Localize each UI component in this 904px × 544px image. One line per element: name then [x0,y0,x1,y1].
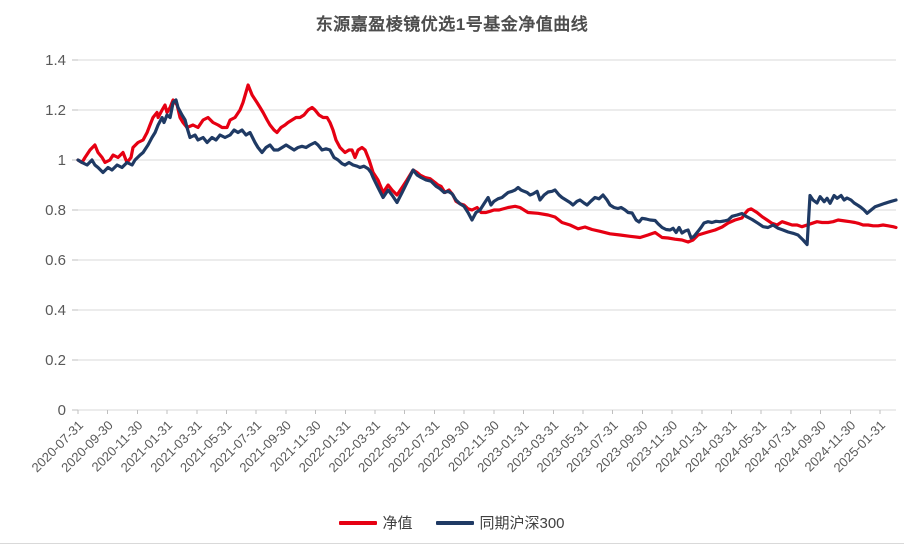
y-axis-label: 1 [58,152,66,169]
legend-item-nav: 净值 [339,512,412,533]
legend-swatch-nav [339,520,378,525]
y-axis-label: 0 [58,402,66,419]
y-axis-label: 1.2 [45,102,66,119]
series-line-nav [76,83,898,244]
y-axis-label: 0.6 [45,252,66,269]
legend-label-nav: 净值 [382,515,413,532]
y-axis-label: 0.2 [45,352,66,369]
y-axis-label: 1.4 [45,52,66,69]
legend-label-csi300: 同期沪深300 [479,515,565,532]
legend: 净值 同期沪深300 [0,512,904,533]
legend-swatch-csi300 [436,520,475,525]
y-axis-label: 0.8 [45,202,66,219]
y-axis-label: 0.4 [45,302,66,319]
chart-title: 东源嘉盈棱镜优选1号基金净值曲线 [315,15,589,34]
series-line-csi300 [76,98,898,247]
legend-item-csi300: 同期沪深300 [436,512,565,533]
